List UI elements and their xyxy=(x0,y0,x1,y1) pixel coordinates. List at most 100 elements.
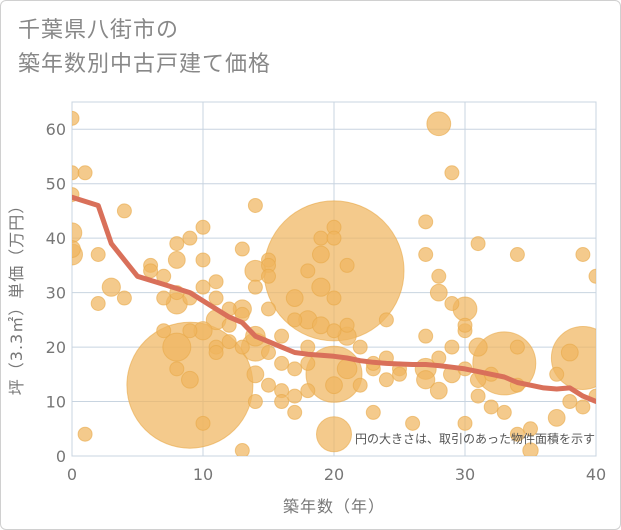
bubble-point xyxy=(287,312,303,328)
x-tick-label: 40 xyxy=(586,465,606,484)
bubble-point xyxy=(352,339,368,355)
bubble-point xyxy=(575,246,591,262)
bubble-point xyxy=(339,317,355,333)
bubble-point xyxy=(195,252,211,268)
bubble-point xyxy=(169,236,185,252)
bubble-point xyxy=(326,230,342,246)
bubble-point xyxy=(352,377,368,393)
bubble-point xyxy=(261,301,276,317)
bubble-point xyxy=(182,323,198,339)
y-tick-label: 50 xyxy=(46,175,66,194)
bubble-point xyxy=(300,383,316,399)
bubble-point xyxy=(162,332,192,362)
bubble-point xyxy=(457,415,473,431)
bubble-point xyxy=(336,358,358,380)
bubble-point xyxy=(418,246,434,262)
bubble-point xyxy=(182,230,198,246)
bubble-point xyxy=(549,366,565,382)
bubble-point xyxy=(470,236,486,252)
y-tick-label: 20 xyxy=(46,338,66,357)
bubble-point xyxy=(221,334,237,350)
bubble-point xyxy=(575,399,591,415)
bubble-point xyxy=(418,214,434,230)
y-tick-label: 60 xyxy=(46,120,66,139)
bubble-point xyxy=(208,274,224,290)
x-tick-label: 0 xyxy=(67,465,77,484)
bubble-point xyxy=(195,415,211,431)
bubble-point xyxy=(116,203,132,219)
bubble-point xyxy=(311,277,331,297)
bubble-point xyxy=(287,388,303,404)
bubble-point xyxy=(483,399,499,415)
bubble-point xyxy=(72,110,80,126)
x-tick-label: 30 xyxy=(455,465,475,484)
bubble-point xyxy=(101,277,121,297)
bubble-point xyxy=(167,251,186,269)
bubble-point xyxy=(285,289,304,307)
x-axis-title: 築年数（年） xyxy=(283,497,385,516)
bubble-point xyxy=(77,426,93,442)
bubble-point xyxy=(261,345,276,361)
bubble-point xyxy=(588,268,596,284)
bubble-point xyxy=(405,415,421,431)
bubble-point xyxy=(156,290,172,306)
bubble-point xyxy=(509,426,525,442)
bubble-point xyxy=(429,381,448,400)
bubble-point xyxy=(316,416,352,453)
bubble-point xyxy=(247,279,263,295)
bubble-point xyxy=(234,443,250,456)
y-tick-label: 10 xyxy=(46,393,66,412)
bubble-point xyxy=(339,257,355,273)
bubble-point xyxy=(246,365,265,384)
bubble-point xyxy=(274,328,290,344)
bubble-point xyxy=(378,312,394,328)
y-tick-label: 0 xyxy=(56,447,66,466)
bubble-point xyxy=(116,290,132,306)
x-tick-label: 10 xyxy=(193,465,213,484)
bubble-point xyxy=(72,165,80,181)
bubble-point xyxy=(431,268,447,284)
bubble-point xyxy=(509,339,525,355)
bubble-point xyxy=(470,388,486,404)
bubble-point xyxy=(90,296,106,312)
bubble-point xyxy=(274,394,290,410)
y-tick-label: 40 xyxy=(46,229,66,248)
bubble-point xyxy=(444,165,460,181)
bubble-point xyxy=(468,337,488,357)
bubble-point xyxy=(72,240,81,258)
chart-title-line2: 築年数別中古戸建て価格 xyxy=(18,52,272,77)
bubble-point xyxy=(208,290,224,306)
bubble-point xyxy=(208,345,224,361)
bubble-point xyxy=(496,404,512,420)
bubble-point xyxy=(156,323,172,339)
bubble-point xyxy=(143,263,159,279)
bubble-point xyxy=(326,290,342,306)
bubble-point xyxy=(560,343,579,362)
chart-title: 千葉県八街市の 築年数別中古戸建て価格 xyxy=(18,14,271,82)
bubble-point xyxy=(274,355,290,371)
bubble-point xyxy=(247,394,263,410)
bubble-point xyxy=(234,339,250,355)
bubble-point xyxy=(169,361,185,377)
average-price-line xyxy=(72,194,596,404)
bubble-point xyxy=(392,366,407,382)
bubble-point xyxy=(426,111,452,137)
chart-title-line1: 千葉県八街市の xyxy=(18,18,180,43)
bubble-point xyxy=(287,404,303,420)
bubble-point xyxy=(261,268,276,284)
bubble-point xyxy=(523,421,538,437)
bubble-point xyxy=(418,328,434,344)
bubble-point xyxy=(444,339,460,355)
bubble-point xyxy=(300,355,316,371)
bubble-point xyxy=(326,323,342,339)
bubble-point xyxy=(444,296,460,312)
bubble-point xyxy=(509,246,525,262)
bubble-point xyxy=(429,283,448,302)
bubble-point xyxy=(562,394,578,410)
bubble-point xyxy=(195,279,211,295)
bubble-point xyxy=(234,241,250,257)
bubble-point xyxy=(522,442,539,456)
bubble-point xyxy=(77,165,93,181)
y-axis-title: 坪（3.3㎡）単価（万円） xyxy=(7,197,26,395)
